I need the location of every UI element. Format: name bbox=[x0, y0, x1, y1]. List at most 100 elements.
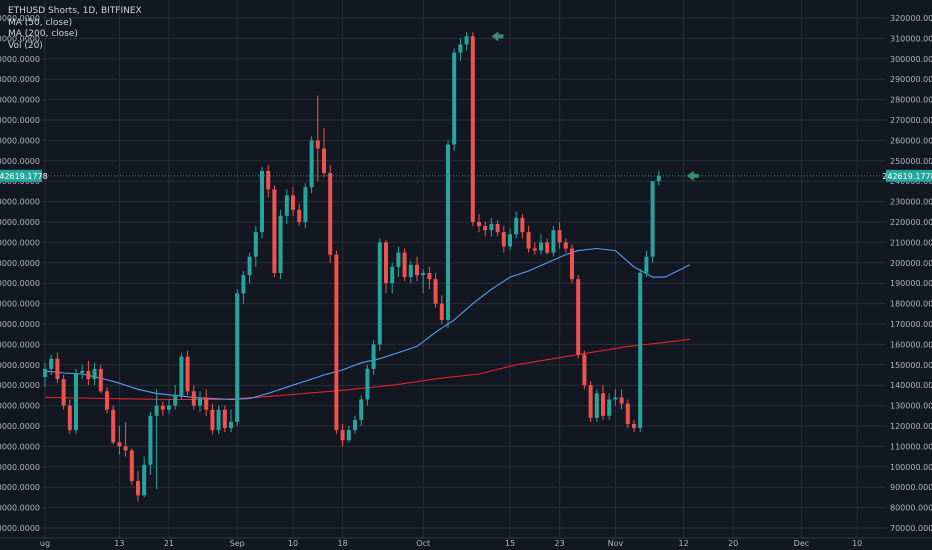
candle-body bbox=[638, 273, 643, 429]
last-price-badge-bg bbox=[886, 169, 932, 182]
candle-body bbox=[322, 148, 326, 174]
candle bbox=[80, 364, 85, 380]
candle bbox=[105, 387, 109, 414]
y-tick-label-left: 220000.0000 bbox=[0, 218, 40, 227]
candle bbox=[570, 244, 574, 284]
y-tick-label-right: 320000.0000 bbox=[890, 14, 932, 23]
candle-body bbox=[557, 230, 562, 243]
candle bbox=[446, 140, 450, 329]
y-tick-label-left: 280000.0000 bbox=[0, 96, 40, 105]
candle-body bbox=[334, 254, 339, 431]
candle bbox=[408, 260, 413, 284]
candle-body bbox=[297, 209, 302, 222]
candle-body bbox=[167, 405, 171, 410]
y-tick-label-left: 230000.0000 bbox=[0, 198, 40, 207]
candle-body bbox=[136, 481, 140, 496]
candle bbox=[495, 219, 500, 237]
y-tick-label-right: 290000.0000 bbox=[890, 75, 932, 84]
candle bbox=[136, 470, 140, 502]
legend-ma50[interactable]: MA (50, close) bbox=[8, 17, 73, 28]
candle-body bbox=[619, 397, 624, 404]
candle-body bbox=[396, 252, 401, 267]
candle bbox=[43, 362, 47, 388]
x-tick-label: Dec bbox=[794, 539, 809, 548]
candle-body bbox=[173, 395, 178, 406]
candle bbox=[402, 248, 407, 282]
candle-body bbox=[563, 242, 568, 249]
candle bbox=[340, 423, 345, 447]
y-tick-label-left: 120000.0000 bbox=[0, 422, 40, 431]
y-tick-label-right: 140000.0000 bbox=[890, 381, 932, 390]
candle-body bbox=[74, 372, 78, 431]
candle-body bbox=[98, 368, 103, 392]
candle-body bbox=[483, 226, 488, 231]
y-tick-label-left: 190000.0000 bbox=[0, 279, 40, 288]
candle-body bbox=[588, 385, 593, 418]
candle bbox=[297, 203, 302, 227]
candle bbox=[253, 226, 258, 267]
candle-body bbox=[402, 252, 407, 278]
candle-body bbox=[377, 242, 382, 345]
x-tick-label: ug bbox=[40, 539, 50, 548]
candle-body bbox=[601, 393, 605, 416]
candle-body bbox=[415, 264, 419, 276]
candle bbox=[607, 393, 612, 420]
candle-body bbox=[514, 217, 519, 235]
y-tick-label-right: 270000.0000 bbox=[890, 116, 932, 125]
x-tick-label: 20 bbox=[728, 539, 738, 548]
candle bbox=[644, 250, 649, 278]
candle bbox=[632, 419, 636, 433]
candle-body bbox=[464, 36, 469, 45]
y-tick-label-right: 210000.0000 bbox=[890, 238, 932, 247]
candle bbox=[384, 240, 388, 294]
candle-body bbox=[61, 379, 66, 406]
y-tick-label-right: 130000.0000 bbox=[890, 402, 932, 411]
candle-body bbox=[408, 264, 413, 278]
x-axis[interactable]: ug 13 21 Sep 10 18 Oct 15 23 Nov 12 20 Dec 10 bbox=[40, 539, 862, 548]
candle bbox=[241, 270, 246, 304]
candle-body bbox=[365, 368, 370, 400]
y-tick-label-left: 320000.0000 bbox=[0, 14, 40, 23]
legend-ma200[interactable]: MA (200, close) bbox=[8, 29, 78, 39]
candle bbox=[185, 350, 190, 396]
candle bbox=[278, 209, 283, 280]
x-tick-label: Sep bbox=[230, 539, 245, 548]
candle bbox=[619, 389, 624, 410]
legend-symbol[interactable]: ETHUSD Shorts, 1D, BITFINEX bbox=[8, 6, 142, 16]
candle bbox=[433, 273, 438, 308]
last-price-badge-bg bbox=[0, 169, 42, 182]
candle bbox=[427, 266, 432, 290]
y-axis-right[interactable]: 70000.0000 80000.0000 90000.0000 100000.000… bbox=[882, 14, 932, 533]
y-axis-left[interactable]: 70000.0000 80000.0000 90000.0000 100000.000… bbox=[0, 14, 48, 533]
candle bbox=[371, 340, 376, 375]
candle bbox=[588, 381, 593, 422]
y-tick-label-left: 90000.0000 bbox=[0, 483, 40, 492]
y-tick-label-right: 220000.0000 bbox=[890, 218, 932, 227]
candle bbox=[216, 405, 221, 435]
arrow-marker bbox=[686, 170, 699, 181]
y-tick-label-left: 310000.0000 bbox=[0, 34, 40, 43]
x-tick-label: 21 bbox=[164, 539, 174, 548]
candle-body bbox=[390, 266, 395, 284]
candle bbox=[167, 399, 171, 414]
candle-body bbox=[198, 397, 202, 406]
candle bbox=[198, 391, 202, 412]
candle-body bbox=[179, 356, 184, 396]
candle-body bbox=[105, 391, 109, 410]
y-tick-label-right: 280000.0000 bbox=[890, 96, 932, 105]
candle-body bbox=[353, 419, 357, 431]
candle-body bbox=[247, 256, 252, 276]
candle-body bbox=[446, 144, 450, 320]
legend-vol[interactable]: Vol (20) bbox=[8, 40, 43, 51]
candle bbox=[284, 189, 289, 225]
candle-body bbox=[49, 358, 54, 369]
candle-body bbox=[570, 248, 574, 280]
candle-body bbox=[67, 405, 72, 431]
candle bbox=[247, 252, 252, 284]
y-tick-label-left: 130000.0000 bbox=[0, 402, 40, 411]
candle bbox=[489, 217, 494, 237]
arrow-marker bbox=[491, 31, 504, 42]
candle-body bbox=[632, 423, 636, 429]
y-tick-label-right: 300000.0000 bbox=[890, 55, 932, 64]
